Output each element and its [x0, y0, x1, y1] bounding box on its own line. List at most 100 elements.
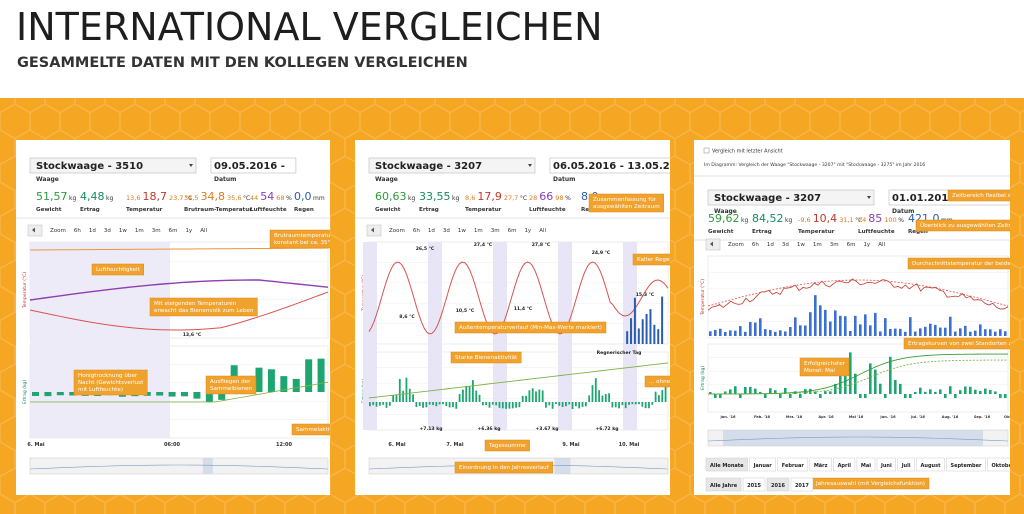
- filter-button[interactable]: [790, 477, 814, 492]
- scale-label: Waage: [714, 208, 737, 215]
- reading-value: 23,7: [169, 194, 183, 202]
- callout: Zeitbereich flexibel wählen: [947, 189, 1010, 202]
- reading-label: Luftfeuchte: [250, 207, 287, 213]
- filter-button[interactable]: [833, 457, 856, 472]
- callout-box: [269, 229, 330, 249]
- annotation: 27,8 °C: [532, 242, 551, 248]
- zoom-button[interactable]: 1d: [428, 228, 435, 234]
- scale-dropdown[interactable]: [707, 189, 875, 206]
- filter-button[interactable]: [705, 477, 742, 492]
- zoom-button[interactable]: 3d: [782, 242, 789, 248]
- filter-button[interactable]: [897, 457, 915, 472]
- filter-button[interactable]: [749, 457, 777, 472]
- reading-unit: kg: [106, 195, 113, 202]
- reading-value: 59,62: [708, 212, 740, 225]
- zoom-button[interactable]: 3d: [443, 228, 450, 234]
- yield-bar: [521, 395, 524, 402]
- rain-bar: [904, 331, 907, 336]
- reading-value: 10,4: [813, 212, 838, 225]
- reading-value: -9,6: [798, 216, 811, 224]
- navigator-window[interactable]: [202, 458, 213, 474]
- reading-unit: mm: [313, 195, 325, 202]
- yield-bar: [193, 392, 201, 399]
- reading-unit: °C: [855, 217, 862, 224]
- compare-checkbox[interactable]: [703, 147, 710, 154]
- zoom-button[interactable]: 3m: [830, 242, 839, 248]
- zoom-button[interactable]: 1y: [185, 228, 192, 234]
- yield-bar: [934, 391, 937, 394]
- callout-text: Durchschnittstemperatur der beiden Stand…: [912, 261, 1024, 267]
- zoom-button[interactable]: 1w: [797, 242, 805, 248]
- x-axis-label: 9. Mai: [562, 442, 579, 448]
- callout: ... ohne Bienenflug: [644, 375, 670, 388]
- filter-button[interactable]: [916, 457, 945, 472]
- yield-bar: [769, 388, 772, 394]
- filter-button[interactable]: [742, 477, 766, 492]
- rain-bar: [714, 329, 717, 336]
- filter-button[interactable]: [777, 457, 809, 472]
- chart-area: [368, 351, 669, 431]
- filter-button[interactable]: [766, 477, 790, 492]
- callout-box: [454, 461, 553, 474]
- rain-bar: [819, 305, 822, 336]
- callout-box: [632, 253, 670, 266]
- scale-dropdown[interactable]: [29, 157, 197, 174]
- zoom-button[interactable]: 6m: [508, 228, 517, 234]
- zoom-button[interactable]: 6m: [847, 242, 856, 248]
- yield-bar: [799, 394, 802, 398]
- filter-button[interactable]: [809, 457, 832, 472]
- reading-unit: kg: [741, 217, 748, 224]
- reading-label: Gewicht: [36, 207, 62, 213]
- navigator-window[interactable]: [554, 458, 571, 474]
- zoom-button[interactable]: 6h: [413, 228, 420, 234]
- zoom-button[interactable]: 1d: [89, 228, 96, 234]
- yield-bar: [395, 395, 398, 402]
- temp-line-compare: [707, 279, 1009, 307]
- zoom-button[interactable]: 1m: [474, 228, 483, 234]
- zoom-button[interactable]: 1m: [813, 242, 822, 248]
- scale-dropdown[interactable]: [368, 157, 536, 174]
- annotation: +7.13 kg: [419, 426, 442, 432]
- zoom-button[interactable]: 1d: [767, 242, 774, 248]
- x-axis-label: Aug. '16: [942, 415, 959, 419]
- callout: Jahresauswahl (mit Vergleichsfunktion): [811, 477, 930, 490]
- zoom-button[interactable]: 3m: [491, 228, 500, 234]
- yield-bar: [402, 390, 405, 402]
- filter-button[interactable]: [987, 457, 1018, 472]
- yield-bar: [884, 394, 887, 398]
- date-box[interactable]: [549, 157, 702, 174]
- callout-text: Erfolgreichster: [804, 361, 846, 367]
- reading-label: Regen: [294, 207, 314, 213]
- navigator-line: [707, 436, 1009, 442]
- zoom-button[interactable]: 1w: [119, 228, 127, 234]
- filter-button[interactable]: [705, 457, 748, 472]
- navigator-window[interactable]: [723, 430, 983, 446]
- zoom-button[interactable]: All: [878, 242, 885, 248]
- zoom-button[interactable]: 1w: [458, 228, 466, 234]
- filter-button[interactable]: [946, 457, 986, 472]
- zoom-button[interactable]: 3m: [152, 228, 161, 234]
- zoom-button[interactable]: 1m: [135, 228, 144, 234]
- zoom-button[interactable]: 1y: [863, 242, 870, 248]
- reading-label: Temperatur: [798, 229, 835, 235]
- zoom-button[interactable]: All: [200, 228, 207, 234]
- yield-bar: [267, 369, 275, 392]
- callout-text: Monat: Mai: [804, 368, 835, 374]
- zoom-button[interactable]: 1y: [524, 228, 531, 234]
- date-box[interactable]: [210, 157, 297, 174]
- yield-bar: [614, 402, 617, 408]
- brood-temp-line: [29, 247, 329, 251]
- zoom-button[interactable]: 3d: [104, 228, 111, 234]
- filter-button[interactable]: [856, 457, 876, 472]
- zoom-button[interactable]: 6h: [74, 228, 81, 234]
- rain-bar: [641, 319, 644, 344]
- zoom-button[interactable]: All: [539, 228, 546, 234]
- zoom-button[interactable]: 6h: [752, 242, 759, 248]
- annotation: +3.67 kg: [535, 426, 558, 432]
- zoom-button[interactable]: 6m: [169, 228, 178, 234]
- filter-button[interactable]: [876, 457, 896, 472]
- date-range: 09.05.2016 -: [214, 161, 285, 172]
- rain-bar: [879, 331, 882, 336]
